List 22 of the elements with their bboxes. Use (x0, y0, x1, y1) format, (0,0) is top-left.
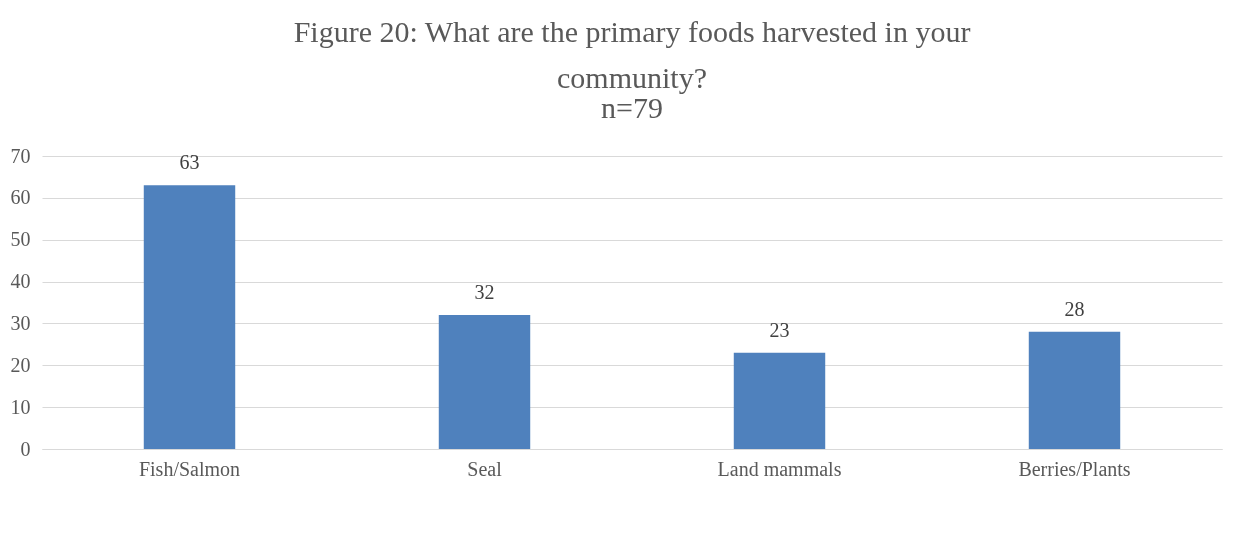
y-tick-label: 50 (10, 228, 31, 251)
bar (143, 185, 236, 449)
data-label: 28 (1064, 297, 1085, 320)
chart-subtitle: n=79 (601, 91, 663, 124)
data-label: 32 (474, 281, 495, 304)
bar (438, 315, 531, 449)
y-tick-label: 30 (10, 311, 31, 334)
x-tick-label: Berries/Plants (1018, 457, 1131, 480)
data-label: 63 (179, 151, 200, 174)
bar (1028, 331, 1121, 449)
y-tick-label: 40 (10, 270, 31, 293)
bar (733, 352, 826, 449)
x-tick-label: Land mammals (717, 457, 842, 480)
y-tick-label: 70 (10, 144, 31, 167)
y-tick-label: 10 (10, 395, 31, 418)
x-tick-label: Seal (467, 457, 503, 480)
y-tick-label: 20 (10, 353, 31, 376)
y-tick-label: 0 (20, 437, 31, 460)
data-label: 23 (769, 318, 790, 341)
chart-title: Figure 20: What are the primary foods harvested in your community? (293, 15, 971, 94)
x-tick-label: Fish/Salmon (138, 457, 241, 480)
y-tick-label: 60 (10, 186, 31, 209)
